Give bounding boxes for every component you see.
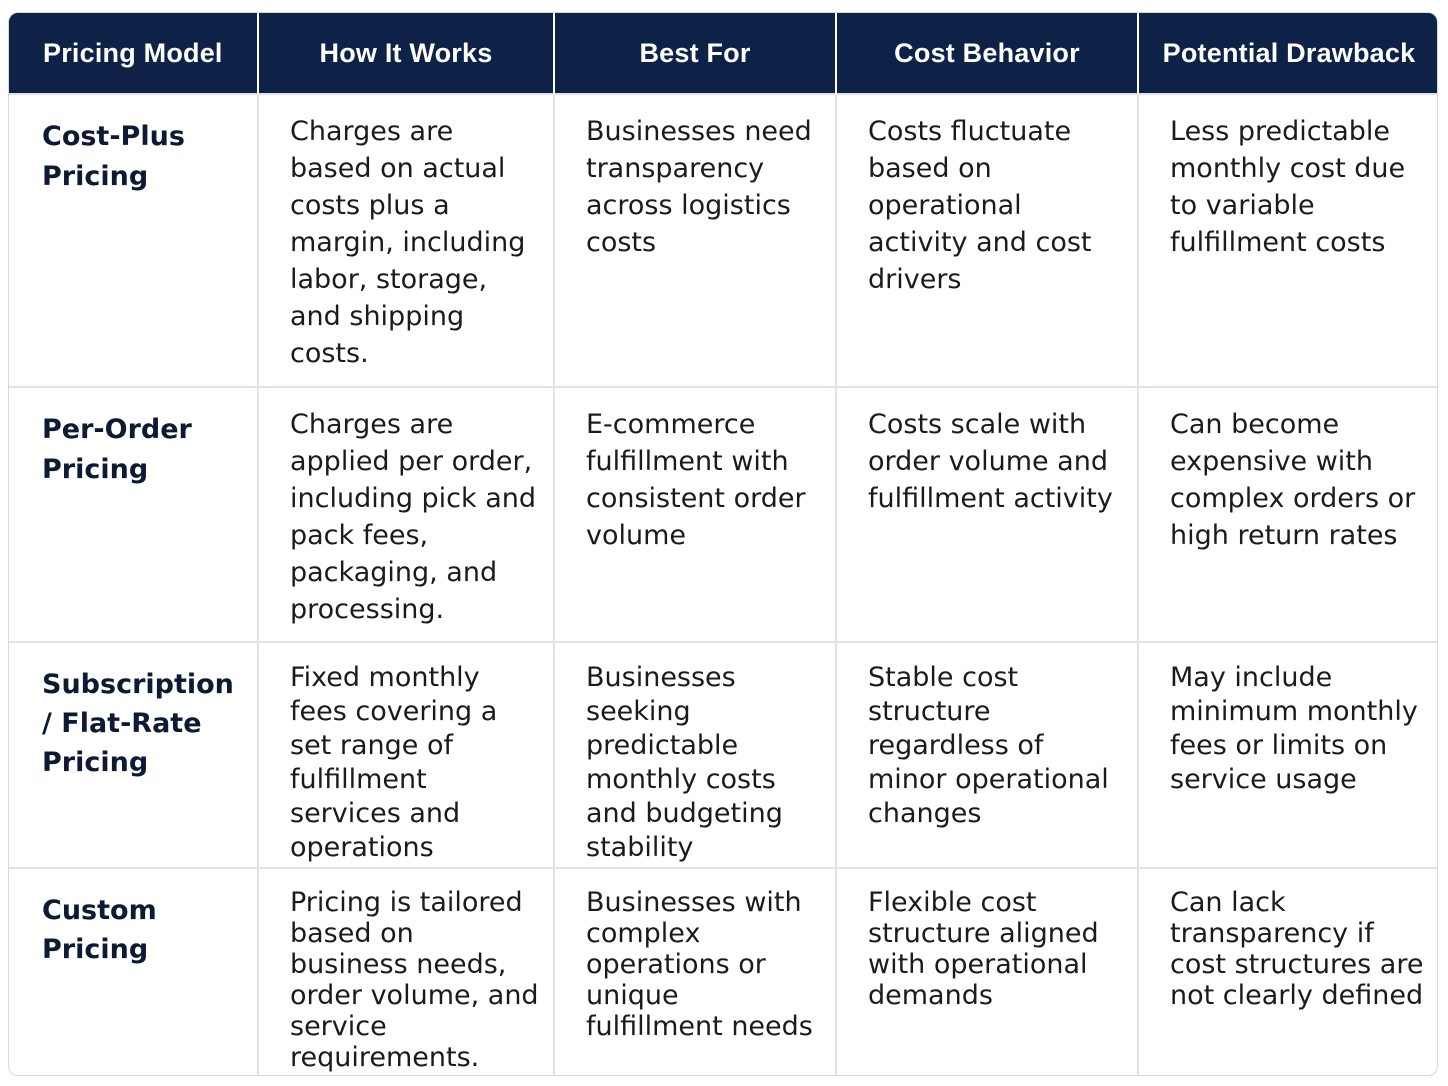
header-cell: Potential Drawback bbox=[1138, 13, 1437, 94]
row-label: Per-Order Pricing bbox=[9, 386, 259, 642]
table-cell: E-commerce fulfillment with consistent o… bbox=[554, 386, 837, 642]
table-row: Per-Order Pricing Charges are applied per… bbox=[9, 386, 1437, 642]
header-cell: Cost Behavior bbox=[836, 13, 1139, 94]
table-row: Cost-Plus Pricing Charges are based on ac… bbox=[9, 93, 1437, 387]
row-label: Cost-Plus Pricing bbox=[9, 93, 259, 387]
table-cell: Fixed monthly fees covering a set range … bbox=[258, 641, 555, 868]
table-cell: Charges are applied per order, including… bbox=[258, 386, 555, 642]
table-cell: Businesses need transparency across logi… bbox=[554, 93, 837, 387]
table-row: Custom Pricing Pricing is tailored based … bbox=[9, 867, 1437, 1075]
table-cell: Stable cost structure regardless of mino… bbox=[836, 641, 1139, 868]
table-cell: Pricing is tailored based on business ne… bbox=[258, 867, 555, 1075]
row-label: Custom Pricing bbox=[9, 867, 259, 1075]
table-cell: Can become expensive with complex orders… bbox=[1138, 386, 1437, 642]
table-cell: Costs scale with order volume and fulfil… bbox=[836, 386, 1139, 642]
table-cell: Charges are based on actual costs plus a… bbox=[258, 93, 555, 387]
table-body: Cost-Plus Pricing Charges are based on ac… bbox=[9, 93, 1437, 1075]
header-cell: How It Works bbox=[258, 13, 555, 94]
table-cell: May include minimum monthly fees or limi… bbox=[1138, 641, 1437, 868]
table-cell: Costs fluctuate based on operational act… bbox=[836, 93, 1139, 387]
table-cell: Can lack transparency if cost structures… bbox=[1138, 867, 1437, 1075]
table-row: Subscription / Flat-Rate Pricing Fixed mo… bbox=[9, 641, 1437, 868]
table-frame: Pricing Model How It Works Best For Cost Be… bbox=[8, 12, 1438, 1076]
table-cell: Flexible cost structure aligned with ope… bbox=[836, 867, 1139, 1075]
table-cell: Businesses with complex operations or un… bbox=[554, 867, 837, 1075]
header-cell: Best For bbox=[554, 13, 837, 94]
table-cell: Less predictable monthly cost due to var… bbox=[1138, 93, 1437, 387]
row-label: Subscription / Flat-Rate Pricing bbox=[9, 641, 259, 868]
header-row: Pricing Model How It Works Best For Cost Be… bbox=[9, 13, 1437, 94]
header-cell: Pricing Model bbox=[9, 13, 259, 94]
pricing-table: Pricing Model How It Works Best For Cost Be… bbox=[9, 13, 1437, 1075]
table-cell: Businesses seeking predictable monthly c… bbox=[554, 641, 837, 868]
